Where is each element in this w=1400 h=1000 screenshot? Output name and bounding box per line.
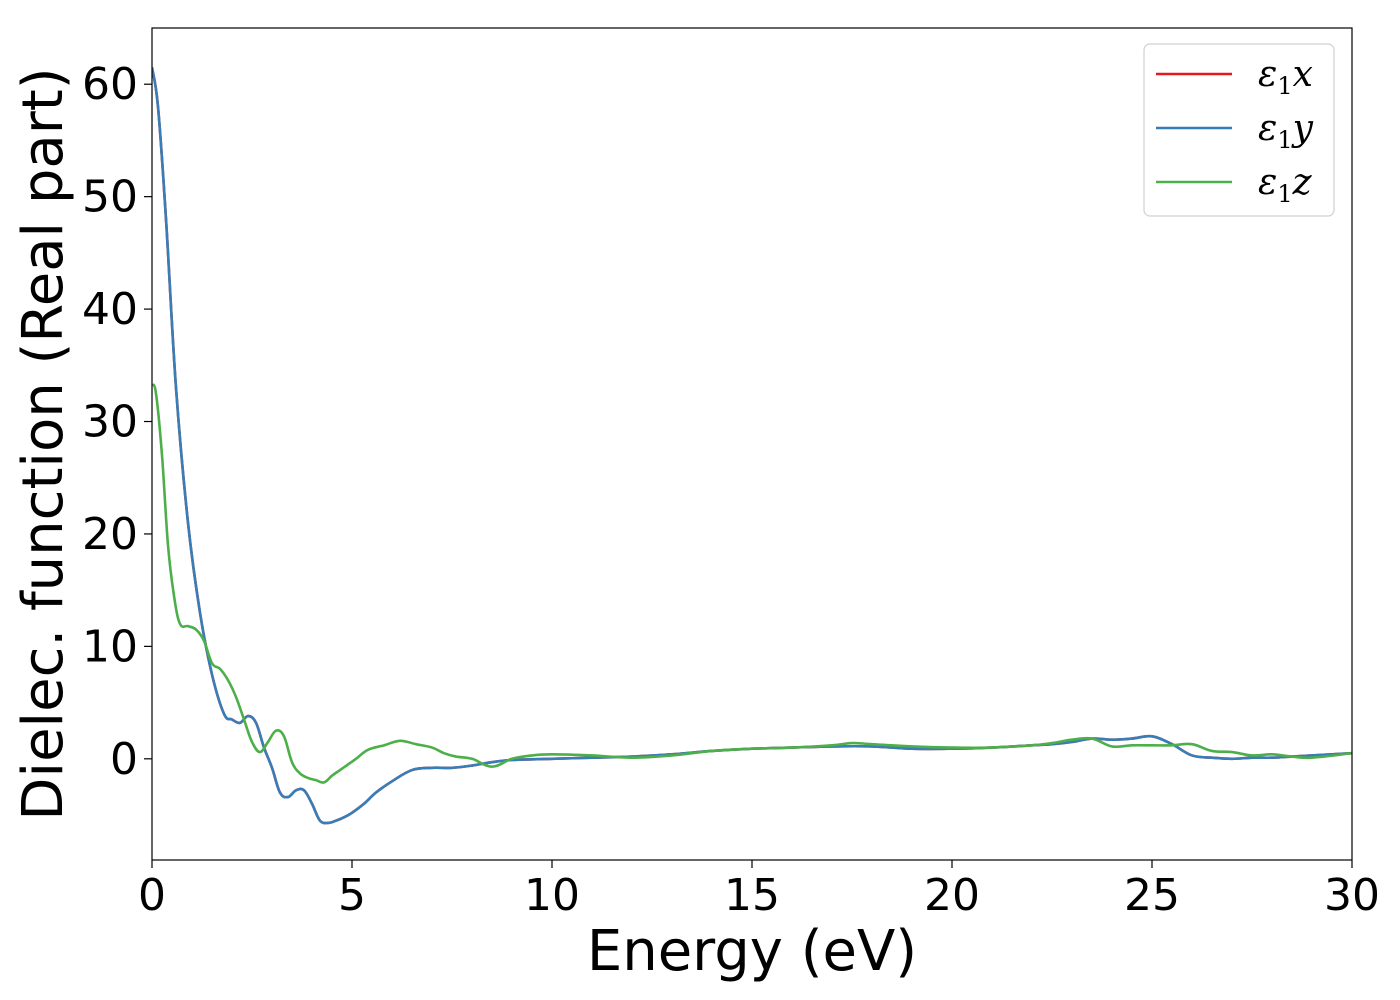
legend-label-y: ε1y [1258, 108, 1314, 154]
x-tick-label: 0 [138, 870, 166, 921]
x-tick-label: 10 [524, 870, 580, 921]
x-tick-label: 5 [338, 870, 366, 921]
x-tick-label: 25 [1124, 870, 1180, 921]
series-line-z [152, 383, 1352, 784]
legend-label-z: ε1z [1258, 162, 1313, 208]
legend-label-x: ε1x [1258, 54, 1313, 100]
series-layer [152, 67, 1352, 825]
y-tick-label: 50 [82, 172, 138, 223]
y-tick-label: 40 [82, 284, 138, 335]
x-axis-title: Energy (eV) [587, 919, 917, 984]
y-tick-label: 30 [82, 397, 138, 448]
ticks-layer: 0 5 10 15 20 25 30 0 10 20 30 40 50 60 [82, 59, 1380, 921]
y-tick-label: 0 [110, 734, 138, 785]
series-line-y [152, 67, 1352, 825]
legend: ε1x ε1y ε1z [1143, 43, 1335, 217]
y-axis-title: Dielec. function (Real part) [11, 67, 76, 820]
y-tick-label: 60 [82, 59, 138, 110]
x-tick-label: 15 [724, 870, 780, 921]
y-tick-label: 20 [82, 509, 138, 560]
x-tick-label: 20 [924, 870, 980, 921]
x-tick-label: 30 [1324, 870, 1380, 921]
legend-box [1143, 43, 1335, 217]
y-tick-label: 10 [82, 621, 138, 672]
